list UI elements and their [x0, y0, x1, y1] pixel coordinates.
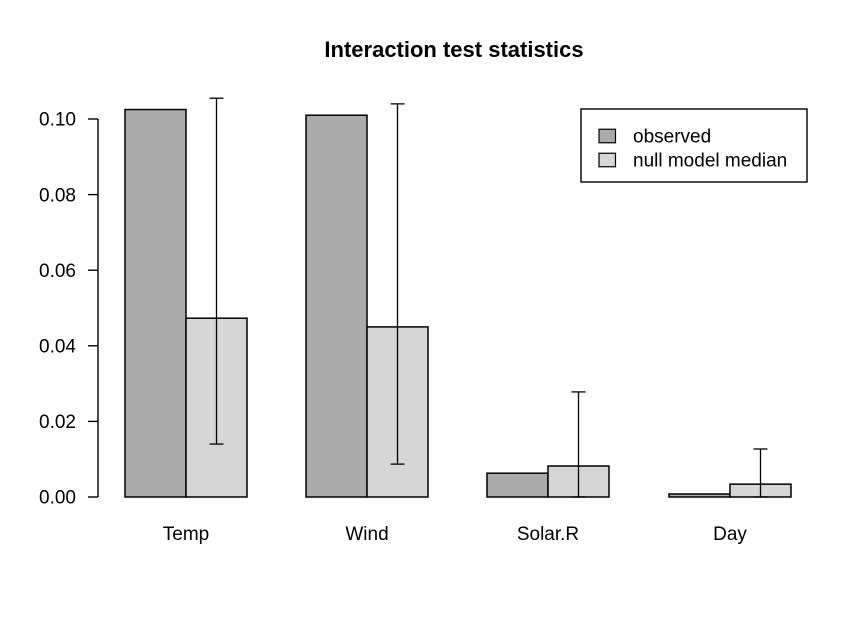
- bar-wind-observed: [305, 114, 368, 498]
- x-category-label: Solar.R: [517, 524, 579, 545]
- chart-title: Interaction test statistics: [324, 37, 583, 62]
- bar-solar-r-observed: [486, 472, 549, 498]
- y-tick-label: 0.10: [39, 110, 76, 131]
- legend-box: [580, 108, 808, 183]
- y-tick-label: 0.00: [39, 488, 76, 509]
- x-category-label: Day: [713, 524, 747, 545]
- y-tick-label: 0.08: [39, 185, 76, 206]
- y-tick-label: 0.04: [39, 336, 76, 357]
- legend-swatch-null-model-median: [598, 152, 617, 168]
- y-tick-label: 0.06: [39, 261, 76, 282]
- legend-swatch-observed: [598, 128, 617, 144]
- bar-day-observed: [668, 493, 731, 498]
- legend-label-null-model-median: null model median: [633, 151, 787, 172]
- bar-temp-observed: [124, 108, 187, 498]
- x-category-label: Wind: [345, 524, 388, 545]
- y-tick-label: 0.02: [39, 412, 76, 433]
- x-category-label: Temp: [163, 524, 209, 545]
- legend-label-observed: observed: [633, 127, 711, 148]
